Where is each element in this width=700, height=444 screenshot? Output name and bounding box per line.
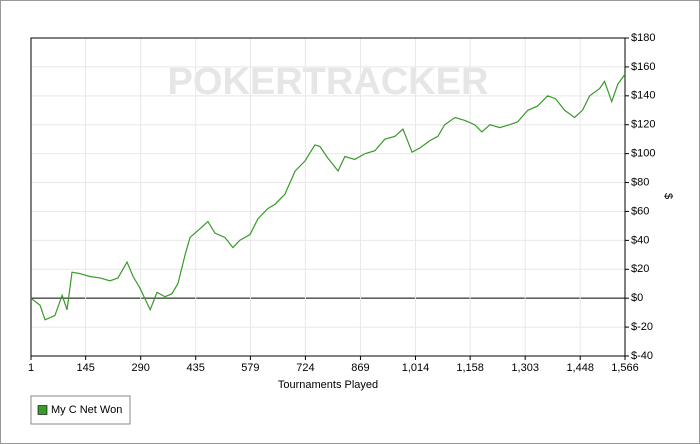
y-tick-label: $160 [631,61,655,73]
y-tick-label: $20 [631,263,649,275]
x-tick-label: 579 [241,362,259,374]
y-axis-title: $ [662,193,674,199]
y-tick-label: $-40 [631,350,653,362]
x-tick-label: 1,566 [611,362,639,374]
y-tick-label: $0 [631,292,643,304]
x-tick-label: 869 [351,362,369,374]
legend-label: My C Net Won [51,404,122,416]
y-tick-label: $100 [631,148,655,160]
x-tick-label: 1,158 [456,362,484,374]
y-tick-label: $40 [631,234,649,246]
legend [30,395,131,425]
y-tick-label: $60 [631,205,649,217]
y-tick-label: $-20 [631,321,653,333]
y-tick-label: $180 [631,32,655,44]
x-axis-title: Tournaments Played [278,379,378,391]
x-tick-label: 145 [76,362,94,374]
x-tick-label: 1,014 [402,362,430,374]
x-tick-label: 724 [296,362,314,374]
x-tick-label: 1,448 [566,362,594,374]
x-tick-label: 1 [28,362,34,374]
x-tick-label: 290 [132,362,150,374]
y-tick-label: $140 [631,90,655,102]
x-tick-label: 1,303 [511,362,539,374]
y-tick-label: $80 [631,176,649,188]
series-line [30,73,626,321]
legend-swatch [37,405,48,415]
y-tick-label: $120 [631,119,655,131]
plot-area [30,37,626,357]
x-tick-label: 435 [187,362,205,374]
